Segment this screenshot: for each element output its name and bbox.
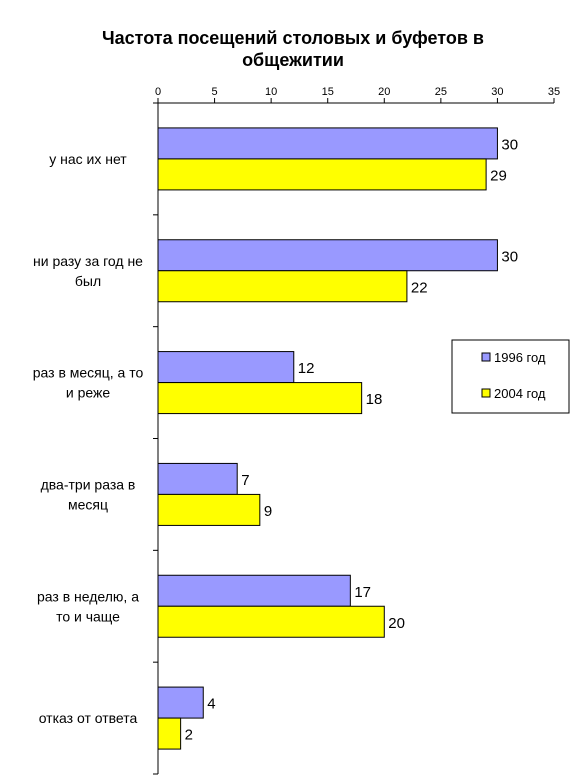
legend-label: 1996 год: [494, 350, 546, 365]
value-axis-tick-label: 35: [548, 86, 560, 98]
bar-2004: [157, 270, 408, 303]
legend-label: 2004 год: [494, 386, 546, 401]
category-label: месяц: [68, 496, 108, 512]
bar-1996: [157, 127, 498, 160]
category-axis: у нас их нет ни разу за год не был раз в ме…: [33, 102, 159, 775]
data-label: 12: [298, 360, 315, 377]
data-label: 9: [264, 503, 272, 520]
bar-2004: [157, 382, 363, 415]
bar-2004: [157, 158, 487, 191]
bar-2004: [157, 605, 385, 638]
data-label: 29: [490, 167, 507, 184]
value-axis-tick-label: 15: [322, 86, 334, 98]
data-label: 17: [354, 584, 371, 601]
value-axis-tick-label: 30: [491, 86, 503, 98]
legend-swatch: [481, 352, 491, 362]
chart-title: Частота посещений столовых и буфетов воб…: [102, 28, 484, 70]
legend: 1996 год 2004 год: [451, 339, 570, 414]
value-axis-tick-label: 5: [212, 86, 218, 98]
category-label: раз в месяц, а то: [33, 365, 144, 381]
category-label: ни разу за год не: [33, 253, 143, 269]
data-labels: 30 29 30 22 12 18 79 17 20 42: [185, 136, 518, 743]
value-axis-tick-label: 20: [378, 86, 390, 98]
category-label: у нас их нет: [49, 151, 127, 167]
value-axis-tick-label: 25: [435, 86, 447, 98]
bar-1996: [157, 574, 351, 607]
bar-1996: [157, 686, 204, 719]
data-label: 7: [241, 472, 249, 489]
category-label: и реже: [66, 385, 110, 401]
value-axis-tick-label: 0: [155, 86, 161, 98]
category-label: был: [75, 273, 101, 289]
legend-swatch: [481, 388, 491, 398]
data-label: 30: [501, 136, 518, 153]
bar-1996: [157, 351, 295, 384]
category-label: то и чаще: [56, 608, 120, 624]
data-label: 18: [366, 391, 383, 408]
bar-1996: [157, 462, 238, 495]
legend-box: [451, 339, 570, 414]
category-label: отказ от ответа: [39, 710, 138, 726]
bar-2004: [157, 717, 182, 750]
bars: [157, 127, 498, 750]
data-label: 2: [185, 727, 193, 744]
data-label: 30: [501, 248, 518, 265]
data-label: 22: [411, 279, 428, 296]
data-label: 4: [207, 696, 215, 713]
data-label: 20: [388, 615, 405, 632]
value-axis-tick-label: 10: [265, 86, 277, 98]
bar-2004: [157, 493, 261, 526]
value-axis: 0 5 10 15 20 25 30 35: [155, 86, 560, 104]
chart-title-line: Частота посещений столовых и буфетов в: [102, 28, 484, 48]
chart-title-line: общежитии: [242, 50, 344, 70]
bar-1996: [157, 239, 498, 272]
category-label: два-три раза в: [41, 476, 136, 492]
category-label: раз в неделю, а: [37, 588, 139, 604]
